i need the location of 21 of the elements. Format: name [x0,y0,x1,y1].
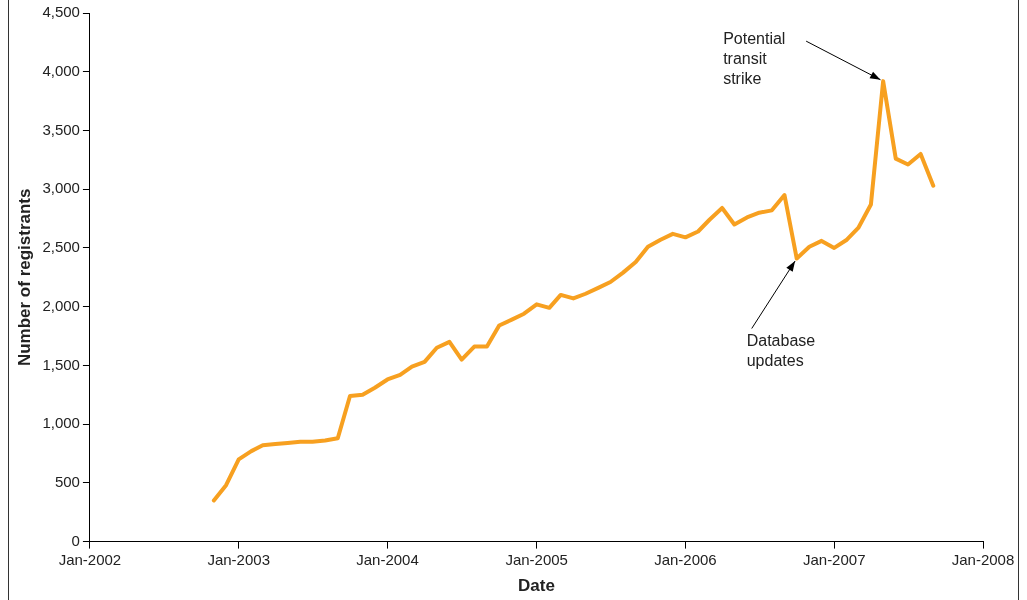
y-tick-label: 4,500 [42,3,80,21]
y-tick-label: 3,000 [42,179,80,197]
x-tick-label: Jan-2004 [356,550,419,568]
x-tick-label: Jan-2006 [654,550,717,568]
x-tick-label: Jan-2002 [58,550,122,568]
y-axis-title: Number of registrants [14,188,34,367]
x-tick-label: Jan-2007 [802,550,866,568]
x-tick-label: Jan-2003 [207,550,270,568]
y-tick-label: 2,000 [42,296,80,314]
y-tick-label: 0 [71,531,80,549]
y-tick-label: 1,500 [42,355,80,373]
y-tick-label: 2,500 [42,238,80,256]
y-tick-label: 1,000 [42,414,80,432]
y-tick-label: 500 [54,473,80,491]
x-tick-label: Jan-2008 [951,550,1015,568]
y-tick-label: 4,000 [42,61,80,79]
x-axis-title: Date [518,576,555,596]
y-tick-label: 3,500 [42,120,80,138]
annotation: Database updates [746,331,816,369]
annotation: Potential transit strike [723,29,786,87]
x-tick-label: Jan-2005 [505,550,568,568]
